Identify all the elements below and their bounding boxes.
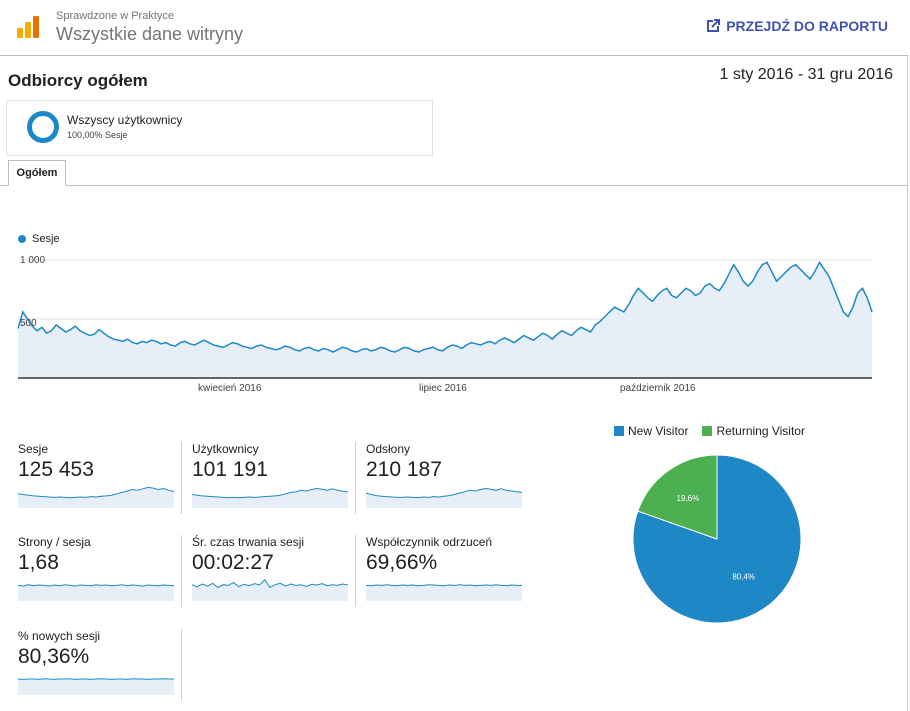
segment-name: Wszyscy użytkownicy xyxy=(67,113,183,127)
sparkline-line xyxy=(192,487,348,499)
external-link-icon xyxy=(707,19,721,32)
legend-dot-icon xyxy=(18,235,26,243)
metric-value: 1,68 xyxy=(18,551,59,574)
metric-value: 101 191 xyxy=(192,458,268,481)
sparkline-line xyxy=(18,584,174,587)
metric-sessions[interactable]: Sesje 125 453 xyxy=(18,442,182,514)
metric-label: Śr. czas trwania sesji xyxy=(192,535,305,549)
metric-value: 80,36% xyxy=(18,645,90,668)
metric-value: 125 453 xyxy=(18,458,94,481)
metric-divider xyxy=(181,629,182,701)
metric-bounce-rate[interactable]: Współczynnik odrzuceń 69,66% xyxy=(355,535,522,607)
segment-ring-icon xyxy=(27,111,59,143)
metric-label: Sesje xyxy=(18,442,49,456)
segment-card[interactable]: Wszyscy użytkownicy 100,00% Sesje xyxy=(6,100,433,156)
metric-users[interactable]: Użytkownicy 101 191 xyxy=(181,442,348,514)
property-name: Sprawdzone w Praktyce xyxy=(56,10,174,22)
metric-sparkline xyxy=(18,584,174,601)
tab-overview[interactable]: Ogółem xyxy=(8,160,66,186)
sparkline-area xyxy=(18,487,174,508)
segment-share: 100,00% Sesje xyxy=(67,130,128,140)
sparkline-line xyxy=(18,678,174,680)
metric-value: 69,66% xyxy=(366,551,438,574)
y-tick-label: 500 xyxy=(20,318,37,329)
sparkline-area xyxy=(366,584,522,601)
metric-sparkline xyxy=(366,584,522,601)
analytics-logo-icon xyxy=(17,16,39,38)
metric-label: Współczynnik odrzuceń xyxy=(366,535,493,549)
widget-header: Sprawdzone w Praktyce Wszystkie dane wit… xyxy=(0,0,908,56)
sparkline-area xyxy=(366,488,522,508)
y-tick-label: 1 000 xyxy=(20,255,46,266)
x-tick-label: kwiecień 2016 xyxy=(198,383,262,394)
chart-legend: Sesje xyxy=(18,233,60,245)
metric-label: Odsłony xyxy=(366,442,411,456)
x-tick-label: październik 2016 xyxy=(620,383,696,394)
metric-value: 00:02:27 xyxy=(192,551,274,574)
x-tick-label: lipiec 2016 xyxy=(419,383,467,394)
metric-sparkline xyxy=(192,487,348,508)
view-title: Wszystkie dane witryny xyxy=(56,24,244,44)
metric-pages-per-session[interactable]: Strony / sesja 1,68 xyxy=(18,535,182,607)
metric-new-sessions-pct[interactable]: % nowych sesji 80,36% xyxy=(18,629,182,701)
pie-slice-label: 19,6% xyxy=(677,494,700,503)
legend-label: Returning Visitor xyxy=(716,424,805,438)
legend-label: Sesje xyxy=(32,233,60,245)
metric-sparkline xyxy=(18,678,174,695)
sessions-series-line xyxy=(17,260,873,353)
pie-slice-returning-visitor xyxy=(637,454,718,540)
sparkline-area xyxy=(192,488,348,508)
sparkline-line xyxy=(192,579,348,589)
metric-pageviews[interactable]: Odsłony 210 187 xyxy=(355,442,522,514)
legend-item-returning-visitor[interactable]: Returning Visitor xyxy=(702,424,805,438)
sparkline-line xyxy=(366,584,522,587)
goto-report-link[interactable]: PRZEJDŹ DO RAPORTU xyxy=(704,17,888,35)
metric-sparkline xyxy=(366,487,522,508)
metric-sparkline xyxy=(18,486,174,508)
visitor-type-pie[interactable]: 80,4% 19,6% xyxy=(630,452,804,626)
sessions-chart-svg xyxy=(17,259,873,379)
legend-item-new-visitor[interactable]: New Visitor xyxy=(614,424,688,438)
sparkline-line xyxy=(366,487,522,499)
metric-label: Użytkownicy xyxy=(192,442,259,456)
metric-value: 210 187 xyxy=(366,458,442,481)
goto-report-label: PRZEJDŹ DO RAPORTU xyxy=(726,18,888,34)
sparkline-area xyxy=(18,584,174,601)
legend-label: New Visitor xyxy=(628,424,689,438)
tab-divider xyxy=(0,185,908,186)
sparkline-area xyxy=(192,579,348,601)
pie-legend: New Visitor Returning Visitor xyxy=(614,424,805,438)
metric-label: % nowych sesji xyxy=(18,629,101,643)
legend-swatch-icon xyxy=(702,426,713,436)
section-title: Odbiorcy ogółem xyxy=(8,71,148,90)
sessions-chart[interactable]: 1 000 500 kwiecień 2016 lipiec 2016 paźd… xyxy=(0,248,908,408)
date-range[interactable]: 1 sty 2016 - 31 gru 2016 xyxy=(719,66,893,83)
metric-label: Strony / sesja xyxy=(18,535,91,549)
metric-avg-session-duration[interactable]: Śr. czas trwania sesji 00:02:27 xyxy=(181,535,348,607)
metric-sparkline xyxy=(192,579,348,601)
sparkline-area xyxy=(18,678,174,695)
legend-swatch-icon xyxy=(614,426,624,436)
pie-slice-label: 80,4% xyxy=(732,573,755,582)
sparkline-line xyxy=(18,486,174,499)
sessions-area xyxy=(18,262,872,378)
